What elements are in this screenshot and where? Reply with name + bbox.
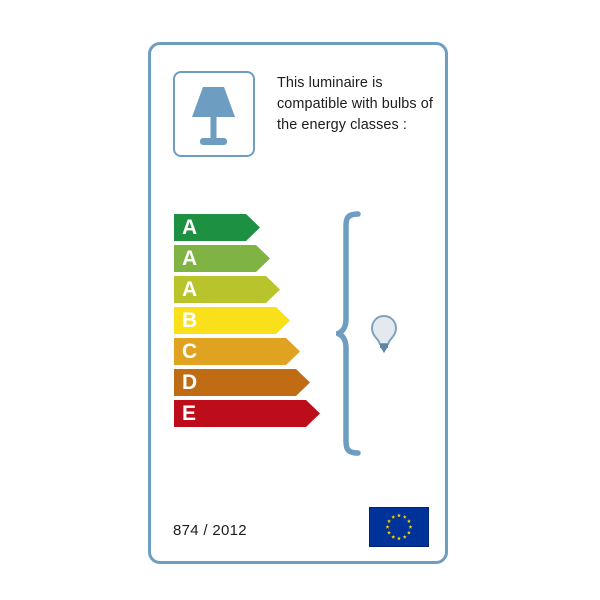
eu-flag-star [387, 530, 392, 535]
eu-flag-star [391, 514, 396, 519]
energy-class-letter: A [182, 278, 198, 301]
energy-class-arrow [174, 245, 270, 272]
energy-class-letter: B [182, 309, 198, 332]
energy-class-letter: A [182, 247, 198, 270]
header-row: This luminaire is compatible with bulbs … [173, 71, 435, 163]
energy-class-letter: D [182, 371, 198, 394]
energy-class-arrow [174, 307, 290, 334]
energy-class-arrow [174, 369, 310, 396]
eu-flag-star [402, 534, 407, 539]
eu-flag-star [397, 536, 401, 541]
energy-class-bar: B [174, 307, 314, 334]
energy-class-bar: C [174, 338, 314, 365]
energy-class-bar: A [174, 245, 314, 272]
energy-class-arrow [174, 400, 320, 427]
lamp-icon-frame [173, 71, 255, 157]
energy-class-bar: A [174, 276, 314, 303]
eu-flag-star [391, 534, 396, 539]
eu-flag-star [402, 514, 407, 519]
energy-class-arrow [174, 276, 280, 303]
light-bulb-icon [370, 314, 398, 353]
energy-class-letter: E [182, 402, 197, 425]
energy-class-bar: E [174, 400, 320, 427]
brace-and-bulb-group [336, 211, 406, 456]
eu-flag-stars [385, 513, 413, 541]
energy-class-letter: A [182, 216, 198, 239]
header-description-text: This luminaire is compatible with bulbs … [277, 75, 433, 133]
eu-flag [369, 507, 429, 547]
energy-class-bar: A [174, 214, 314, 241]
eu-flag-star [406, 530, 411, 535]
energy-class-arrow [174, 338, 300, 365]
eu-flag-star [408, 524, 413, 529]
eu-flag-star [397, 513, 401, 518]
eu-flag-star [406, 519, 411, 523]
energy-class-letter: C [182, 340, 198, 363]
energy-label-card: This luminaire is compatible with bulbs … [148, 42, 448, 564]
regulation-number: 874 / 2012 [173, 522, 247, 539]
eu-flag-star [387, 519, 392, 523]
eu-flag-star [385, 524, 390, 529]
energy-class-bar: D [174, 369, 314, 396]
table-lamp-icon [192, 87, 235, 145]
curly-brace-icon [336, 211, 361, 456]
energy-class-arrow [174, 214, 260, 241]
